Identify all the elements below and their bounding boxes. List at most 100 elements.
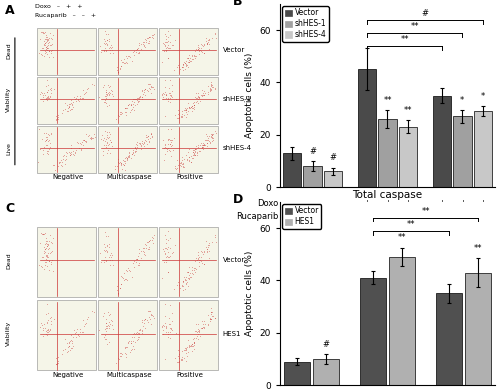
Point: [194, 255, 202, 261]
Point: [87, 135, 95, 141]
Point: [195, 94, 203, 100]
Point: [100, 36, 108, 42]
Point: [144, 246, 152, 252]
Point: [192, 258, 200, 264]
Point: [166, 93, 174, 99]
Point: [143, 35, 151, 41]
Point: [106, 83, 114, 89]
Point: [200, 50, 207, 56]
Point: [172, 242, 179, 248]
Point: [182, 105, 190, 112]
Point: [198, 318, 206, 324]
Point: [178, 108, 186, 114]
Point: [138, 96, 146, 102]
Point: [196, 97, 203, 103]
Point: [188, 52, 196, 58]
Point: [80, 137, 88, 143]
Point: [130, 96, 138, 102]
Point: [162, 47, 170, 53]
Point: [121, 154, 129, 161]
Point: [138, 317, 146, 324]
Point: [208, 138, 216, 144]
Point: [104, 249, 112, 255]
Point: [146, 33, 154, 40]
Point: [200, 41, 208, 47]
Point: [172, 330, 180, 336]
Point: [80, 323, 88, 329]
Point: [108, 47, 116, 53]
Point: [139, 248, 147, 254]
Point: [106, 131, 114, 137]
Point: [52, 361, 60, 367]
Point: [200, 50, 207, 56]
Point: [38, 231, 46, 237]
Point: [178, 111, 186, 117]
Point: [166, 141, 174, 147]
Point: [148, 32, 156, 38]
Point: [138, 330, 146, 336]
Point: [46, 327, 54, 333]
Point: [47, 261, 55, 267]
Point: [61, 336, 69, 342]
Point: [207, 133, 215, 140]
Point: [112, 64, 120, 70]
Point: [103, 103, 111, 109]
Point: [90, 130, 98, 137]
Point: [47, 239, 55, 245]
Point: [186, 270, 194, 276]
Point: [118, 58, 126, 65]
Point: [100, 135, 108, 141]
Point: [202, 89, 209, 96]
Point: [100, 84, 108, 90]
Point: [63, 340, 71, 346]
Point: [200, 42, 208, 48]
Point: [117, 63, 125, 69]
Point: [40, 249, 48, 256]
Point: [102, 92, 110, 98]
Point: [73, 93, 81, 99]
Point: [44, 93, 52, 99]
Point: [120, 270, 128, 277]
Point: [189, 152, 197, 159]
Point: [162, 301, 170, 308]
Point: [34, 262, 42, 268]
Point: [198, 142, 206, 149]
Point: [47, 48, 55, 54]
Text: Viability: Viability: [6, 321, 11, 347]
Point: [134, 245, 142, 252]
Point: [174, 351, 182, 357]
Point: [166, 235, 174, 241]
Point: [100, 247, 108, 253]
Point: [66, 149, 74, 155]
Point: [44, 241, 52, 247]
Point: [158, 91, 166, 97]
Point: [44, 134, 52, 140]
Point: [65, 104, 73, 110]
Point: [164, 136, 172, 142]
Point: [44, 95, 52, 101]
Point: [186, 58, 194, 65]
Point: [138, 94, 146, 100]
Point: [188, 56, 196, 62]
Point: [38, 29, 46, 35]
Point: [199, 92, 207, 98]
Point: [192, 149, 200, 156]
Point: [164, 42, 172, 48]
Point: [196, 142, 203, 148]
Point: [102, 93, 110, 99]
Bar: [436, 293, 462, 385]
Point: [65, 338, 73, 345]
Point: [102, 142, 110, 148]
Point: [55, 159, 63, 165]
Point: [188, 103, 196, 110]
Point: [122, 109, 130, 116]
Point: [72, 150, 80, 156]
Point: [160, 145, 168, 151]
Point: [142, 138, 150, 144]
Text: +: +: [459, 199, 466, 208]
Point: [80, 317, 88, 323]
Point: [96, 327, 104, 333]
Point: [108, 93, 116, 99]
Point: [104, 147, 112, 153]
Point: [205, 36, 213, 42]
